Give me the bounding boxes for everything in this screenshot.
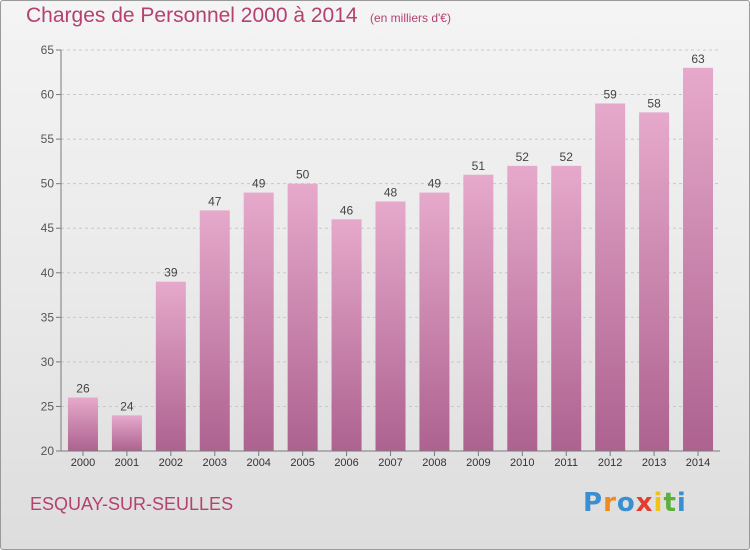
x-tick-label: 2010 bbox=[510, 457, 534, 469]
bars bbox=[67, 67, 714, 452]
y-tick-label: 20 bbox=[41, 444, 55, 458]
y-tick-label: 50 bbox=[41, 177, 55, 191]
bar-value-label: 52 bbox=[516, 150, 530, 164]
bar bbox=[111, 415, 142, 451]
y-tick-label: 40 bbox=[41, 266, 55, 280]
x-tick-label: 2007 bbox=[378, 457, 402, 469]
bar-value-label: 50 bbox=[296, 168, 310, 182]
bar-value-label: 47 bbox=[208, 194, 222, 208]
bar bbox=[639, 112, 670, 451]
y-tick-label: 35 bbox=[41, 310, 55, 324]
y-tick-label: 65 bbox=[41, 43, 55, 57]
x-tick-label: 2003 bbox=[203, 457, 227, 469]
x-tick-label: 2001 bbox=[115, 457, 139, 469]
logo-letter: t bbox=[663, 488, 677, 518]
bar-value-label: 58 bbox=[647, 96, 661, 110]
y-tick-label: 55 bbox=[41, 132, 55, 146]
bar bbox=[67, 397, 98, 451]
x-tick-label: 2012 bbox=[598, 457, 622, 469]
y-tick-label: 25 bbox=[41, 399, 55, 413]
y-tick-label: 60 bbox=[41, 88, 55, 102]
x-tick-label: 2000 bbox=[71, 457, 95, 469]
bar bbox=[287, 183, 318, 451]
bar-value-label: 59 bbox=[603, 87, 617, 101]
logo-letter: o bbox=[616, 488, 636, 518]
bar bbox=[419, 192, 450, 452]
logo-letter: x bbox=[635, 488, 654, 518]
chart-title: Charges de Personnel 2000 à 2014 bbox=[26, 4, 358, 27]
y-tick-label: 30 bbox=[41, 355, 55, 369]
logo-letter: r bbox=[603, 488, 617, 518]
bar bbox=[331, 219, 362, 451]
proxiti-logo[interactable]: Proxiti bbox=[583, 488, 687, 518]
bar bbox=[551, 165, 582, 451]
x-tick-label: 2013 bbox=[642, 457, 666, 469]
bar-value-label: 49 bbox=[428, 177, 442, 191]
bar-value-label: 63 bbox=[691, 52, 705, 66]
bar-value-label: 46 bbox=[340, 203, 354, 217]
x-tick-label: 2002 bbox=[159, 457, 183, 469]
bar-value-label: 49 bbox=[252, 177, 266, 191]
bar bbox=[595, 103, 626, 451]
bar-value-label: 48 bbox=[384, 185, 398, 199]
x-tick-label: 2006 bbox=[334, 457, 358, 469]
x-tick-label: 2008 bbox=[422, 457, 446, 469]
bar-value-label: 39 bbox=[164, 266, 178, 280]
bar bbox=[155, 281, 186, 451]
bar bbox=[199, 210, 230, 451]
bar-value-label: 51 bbox=[472, 159, 486, 173]
labels: 20 25 30 35 40 45 50 55 60 65 26 2000 24 2001 39 2002 47… bbox=[41, 43, 711, 469]
x-tick-label: 2004 bbox=[246, 457, 270, 469]
bar-value-label: 24 bbox=[120, 399, 134, 413]
x-tick-label: 2014 bbox=[686, 457, 710, 469]
logo-letter: P bbox=[583, 488, 604, 518]
bar bbox=[375, 201, 406, 451]
logo-letter: i bbox=[676, 488, 687, 518]
bar-value-label: 26 bbox=[76, 382, 90, 396]
place-name: ESQUAY-SUR-SEULLES bbox=[30, 494, 234, 514]
chart-unit-label: (en milliers d'€) bbox=[370, 11, 451, 25]
bar bbox=[463, 174, 494, 451]
bar-value-label: 52 bbox=[560, 150, 574, 164]
bar bbox=[243, 192, 274, 452]
y-tick-label: 45 bbox=[41, 221, 55, 235]
axes bbox=[56, 49, 720, 456]
bar bbox=[507, 165, 538, 451]
x-tick-label: 2009 bbox=[466, 457, 490, 469]
bar bbox=[683, 67, 714, 452]
x-tick-label: 2005 bbox=[290, 457, 314, 469]
x-tick-label: 2011 bbox=[554, 457, 578, 469]
logo-letter: i bbox=[653, 488, 664, 518]
